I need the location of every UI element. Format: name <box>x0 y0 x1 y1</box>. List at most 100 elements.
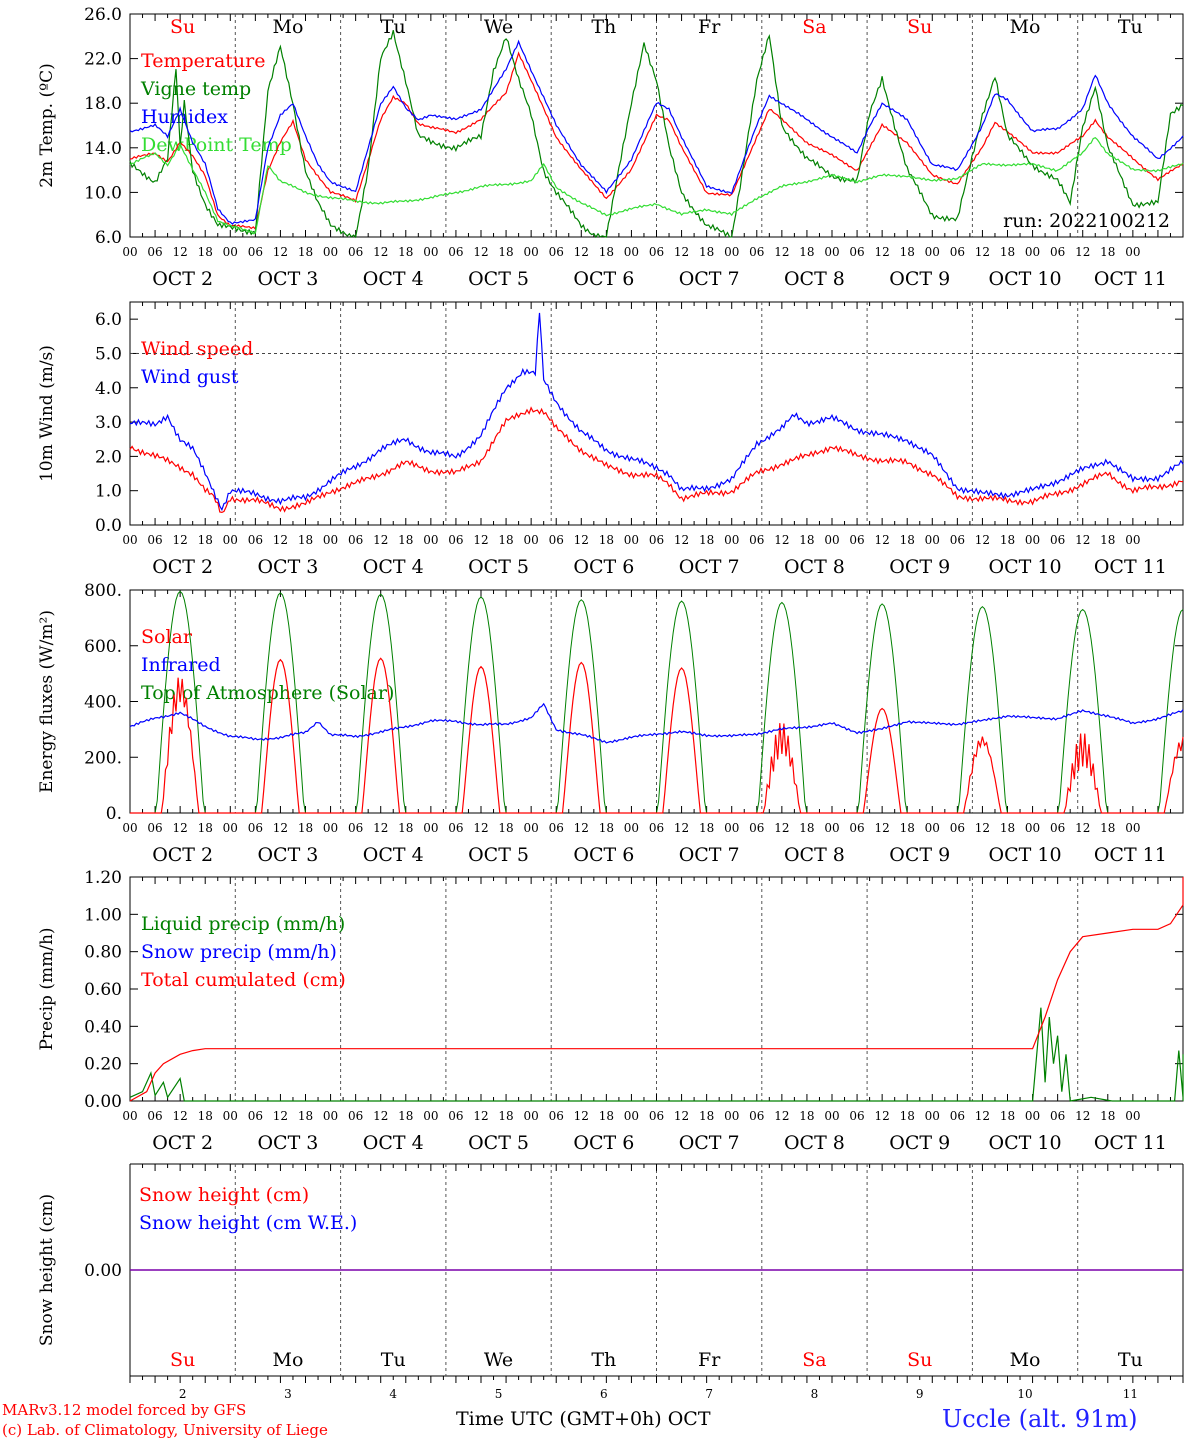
date-label: OCT 9 <box>889 268 950 290</box>
hour-tick-label: 06 <box>649 821 664 835</box>
day-of-week-label: Mo <box>1010 1349 1041 1371</box>
y-tick-label: 3.0 <box>95 413 122 433</box>
series-infrared <box>129 702 1184 744</box>
hour-tick-label: 00 <box>323 245 338 259</box>
series-wind-gust <box>129 312 1184 512</box>
y-tick-label: 0.20 <box>84 1055 122 1075</box>
hour-tick-label: 00 <box>1025 1109 1040 1123</box>
y-tick-label: 1.0 <box>95 482 122 502</box>
hour-tick-label: 18 <box>1100 1109 1115 1123</box>
hour-tick-label: 12 <box>975 821 990 835</box>
series-humidex <box>129 39 1184 225</box>
hour-tick-label: 18 <box>398 533 413 547</box>
date-label: OCT 3 <box>257 268 318 290</box>
hour-tick-label: 12 <box>674 1109 689 1123</box>
hour-tick-label: 18 <box>699 533 714 547</box>
y-tick-label: 1.20 <box>84 868 122 888</box>
hour-tick-label: 12 <box>273 821 288 835</box>
hour-tick-label: 18 <box>900 1109 915 1123</box>
day-of-week-label: Su <box>170 1349 195 1371</box>
date-label: OCT 11 <box>1094 844 1167 866</box>
date-label: OCT 6 <box>573 1132 634 1154</box>
y-axis-label: 2m Temp. (ºC) <box>37 63 57 188</box>
series-vigne-temp <box>129 30 1184 239</box>
date-label: OCT 10 <box>989 1132 1062 1154</box>
series-total-cumulated-cm- <box>129 877 1184 1102</box>
date-label: OCT 4 <box>363 844 424 866</box>
hour-tick-label: 06 <box>749 1109 764 1123</box>
date-label: OCT 9 <box>889 1132 950 1154</box>
hour-tick-label: 06 <box>147 1109 162 1123</box>
day-number-label: 6 <box>600 1387 608 1401</box>
y-tick-label: 22.0 <box>84 50 122 70</box>
y-tick-label: 0.00 <box>84 1261 122 1281</box>
hour-tick-label: 18 <box>398 821 413 835</box>
hour-tick-label: 18 <box>1100 245 1115 259</box>
hour-tick-label: 00 <box>423 821 438 835</box>
hour-tick-label: 00 <box>223 1109 238 1123</box>
y-tick-label: 18.0 <box>84 94 122 114</box>
y-tick-label: 0.40 <box>84 1017 122 1037</box>
date-label: OCT 3 <box>257 556 318 578</box>
hour-tick-label: 00 <box>1125 245 1140 259</box>
y-tick-label: 2.0 <box>95 447 122 467</box>
hour-tick-label: 00 <box>1025 821 1040 835</box>
hour-tick-label: 00 <box>423 1109 438 1123</box>
date-label: OCT 5 <box>468 844 529 866</box>
hour-tick-label: 06 <box>749 533 764 547</box>
legend-entry: Snow height (cm W.E.) <box>139 1212 357 1234</box>
hour-tick-label: 06 <box>448 533 463 547</box>
hour-tick-label: 18 <box>599 1109 614 1123</box>
hour-tick-label: 12 <box>273 533 288 547</box>
day-of-week-label: Tu <box>1118 16 1143 38</box>
hour-tick-label: 18 <box>198 1109 213 1123</box>
hour-tick-label: 00 <box>223 533 238 547</box>
hour-tick-label: 12 <box>473 821 488 835</box>
hour-tick-label: 12 <box>975 1109 990 1123</box>
hour-tick-label: 06 <box>849 821 864 835</box>
hour-tick-label: 00 <box>122 245 137 259</box>
date-label: OCT 7 <box>679 268 740 290</box>
date-label: OCT 8 <box>784 1132 845 1154</box>
hour-tick-label: 12 <box>875 245 890 259</box>
hour-tick-label: 00 <box>1125 821 1140 835</box>
hour-tick-label: 18 <box>498 245 513 259</box>
hour-tick-label: 12 <box>173 821 188 835</box>
day-number-label: 7 <box>705 1387 713 1401</box>
hour-tick-label: 18 <box>900 533 915 547</box>
hour-tick-label: 12 <box>373 245 388 259</box>
hour-tick-label: 00 <box>122 533 137 547</box>
hour-tick-label: 18 <box>699 245 714 259</box>
legend-entry: Snow height (cm) <box>139 1184 309 1206</box>
y-axis-label: Precip (mm/h) <box>37 927 57 1050</box>
date-label: OCT 6 <box>573 556 634 578</box>
legend-entry: Top of Atmosphere (Solar) <box>141 682 394 704</box>
day-of-week-label: Su <box>907 16 932 38</box>
hour-tick-label: 00 <box>524 533 539 547</box>
y-tick-label: 6.0 <box>95 228 122 248</box>
day-of-week-label: We <box>484 1349 513 1371</box>
y-axis-label: Snow height (cm) <box>37 1194 57 1346</box>
hour-tick-label: 06 <box>849 245 864 259</box>
hour-tick-label: 00 <box>624 533 639 547</box>
hour-tick-label: 18 <box>799 1109 814 1123</box>
date-label: OCT 9 <box>889 844 950 866</box>
hour-tick-label: 06 <box>549 1109 564 1123</box>
hour-tick-label: 12 <box>1075 1109 1090 1123</box>
hour-tick-label: 06 <box>950 533 965 547</box>
hour-tick-label: 06 <box>1050 245 1065 259</box>
hour-tick-label: 06 <box>147 245 162 259</box>
hour-tick-label: 00 <box>1025 245 1040 259</box>
day-of-week-label: Tu <box>1118 1349 1143 1371</box>
hour-tick-label: 18 <box>699 1109 714 1123</box>
time-axis-label: Time UTC (GMT+0h) OCT <box>456 1408 711 1430</box>
y-tick-label: 0.80 <box>84 943 122 963</box>
hour-tick-label: 06 <box>950 1109 965 1123</box>
hour-tick-label: 12 <box>373 1109 388 1123</box>
date-label: OCT 3 <box>257 844 318 866</box>
y-tick-label: 0.00 <box>84 1092 122 1112</box>
date-label: OCT 11 <box>1094 556 1167 578</box>
y-tick-label: 0.0 <box>95 516 122 536</box>
hour-tick-label: 18 <box>1000 533 1015 547</box>
